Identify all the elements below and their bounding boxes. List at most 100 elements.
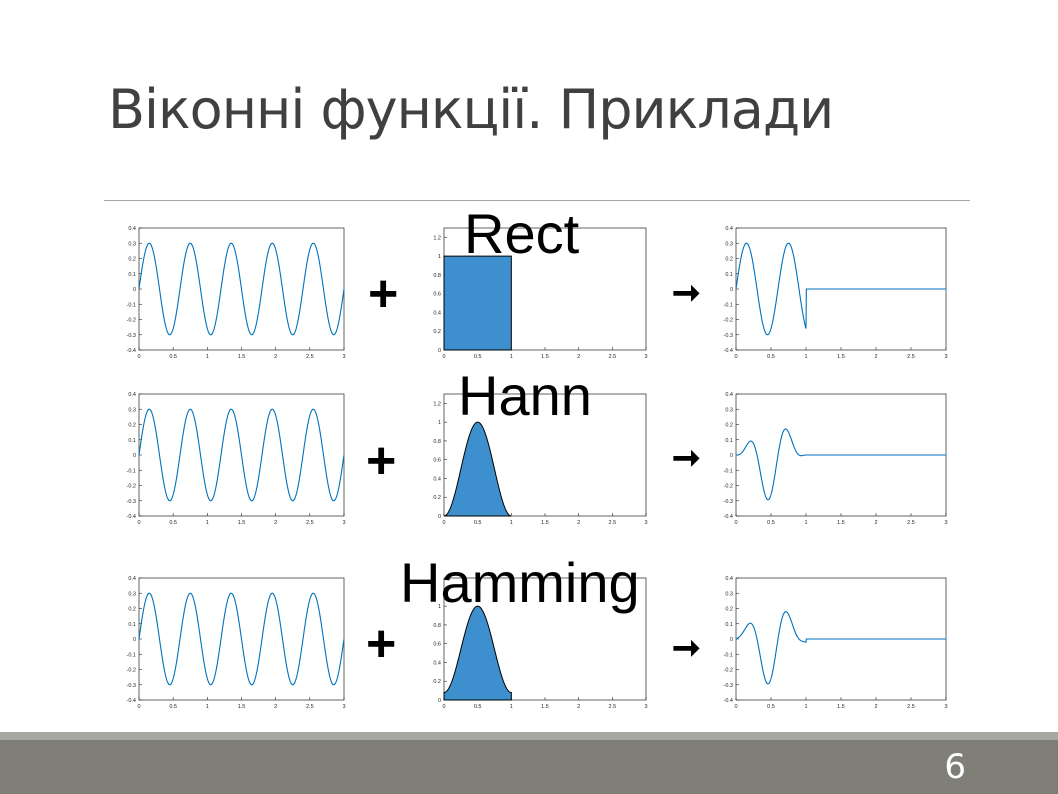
rect-window-plot: 1.2 1 0.8 0.6 0.4 0.2 00 0.5 1 1.5 2 2.5 3 xyxy=(433,227,648,360)
y-tick-label: 0 xyxy=(438,514,441,520)
x-tick-label: 0 xyxy=(137,704,140,710)
y-tick-label: -0.3 xyxy=(724,333,733,339)
y-tick-label: 0.1 xyxy=(128,272,136,278)
x-tick-label: 0 xyxy=(442,520,445,526)
x-tick-label: 2.5 xyxy=(306,704,314,710)
x-tick-label: 0 xyxy=(137,520,140,526)
y-tick-label: 0.3 xyxy=(725,407,733,413)
y-tick-label: -0.4 xyxy=(127,698,136,704)
y-tick-label: -0.4 xyxy=(724,698,733,704)
signal-line xyxy=(138,242,345,336)
signal-line xyxy=(138,592,345,686)
y-tick-label: -0.3 xyxy=(127,333,136,339)
window-label-hamming: Hamming xyxy=(400,551,640,614)
windowed-hann-plot: 0.40.30.20.10-0.1-0.2-0.3-0.40 0.5 1 1.5 2 2.… xyxy=(724,392,948,526)
y-tick-label: -0.2 xyxy=(724,484,733,490)
x-tick-label: 1.5 xyxy=(837,704,845,710)
x-tick-label: 0 xyxy=(442,704,445,710)
y-tick-label: 0.4 xyxy=(128,392,136,398)
y-tick-label: -0.2 xyxy=(724,318,733,324)
y-tick-label: 0.2 xyxy=(128,423,136,429)
y-tick-label: 0.8 xyxy=(433,439,441,445)
input-sine-plot-hann: 0.40.30.20.10-0.1-0.2-0.3-0.40 0.5 1 1.5 2 2.… xyxy=(127,392,346,526)
y-tick-label: 0.1 xyxy=(725,438,733,444)
plus-operator-hamming: + xyxy=(366,615,397,673)
y-tick-label: -0.4 xyxy=(724,348,733,354)
x-tick-label: 1 xyxy=(510,520,513,526)
x-tick-label: 2 xyxy=(874,520,877,526)
y-tick-label: 0.4 xyxy=(128,576,136,582)
x-tick-label: 2 xyxy=(274,520,277,526)
y-tick-label: 0.1 xyxy=(128,622,136,628)
x-tick-label: 3 xyxy=(944,520,947,526)
y-tick-label: -0.1 xyxy=(724,652,733,658)
y-tick-label: -0.1 xyxy=(724,468,733,474)
y-tick-label: -0.2 xyxy=(127,668,136,674)
x-tick-label: 3 xyxy=(644,704,647,710)
x-tick-label: 1 xyxy=(510,704,513,710)
input-sine-plot-rect: 0.40.30.20.10-0.1-0.2-0.3-0.40 0.5 1 1.5 2 2.… xyxy=(127,226,346,360)
y-tick-label: -0.2 xyxy=(127,484,136,490)
y-tick-label: 0.3 xyxy=(128,241,136,247)
input-sine-plot-hamming: 0.40.30.20.10-0.1-0.2-0.3-0.40 0.5 1 1.5 2 2.… xyxy=(127,576,346,710)
y-tick-label: 0.4 xyxy=(433,310,441,316)
y-tick-label: -0.4 xyxy=(127,348,136,354)
y-tick-label: -0.1 xyxy=(127,652,136,658)
y-tick-label: -0.4 xyxy=(127,514,136,520)
x-tick-label: 1.5 xyxy=(238,354,246,360)
y-tick-label: 0.1 xyxy=(725,622,733,628)
x-tick-label: 2 xyxy=(577,354,580,360)
y-tick-label: -0.4 xyxy=(724,514,733,520)
signal-line xyxy=(138,408,345,502)
x-tick-label: 0.5 xyxy=(474,520,482,526)
window-label-hann: Hann xyxy=(458,364,592,427)
y-tick-label: 0.2 xyxy=(725,257,733,263)
x-tick-label: 2.5 xyxy=(609,704,617,710)
x-tick-label: 0.5 xyxy=(767,354,775,360)
y-tick-label: -0.1 xyxy=(724,302,733,308)
windowed-rect-plot: 0.40.30.20.10-0.1-0.2-0.3-0.40 0.5 1 1.5 2 2.… xyxy=(724,226,948,360)
y-tick-label: 0.4 xyxy=(128,226,136,232)
x-tick-label: 1 xyxy=(510,354,513,360)
x-tick-label: 1 xyxy=(206,520,209,526)
x-tick-label: 2 xyxy=(274,354,277,360)
x-tick-label: 2 xyxy=(577,704,580,710)
x-tick-label: 1 xyxy=(804,354,807,360)
signal-line xyxy=(736,428,946,501)
y-tick-label: 0 xyxy=(133,453,136,459)
y-tick-label: -0.3 xyxy=(724,499,733,505)
y-tick-label: -0.3 xyxy=(127,683,136,689)
y-tick-label: 0 xyxy=(133,287,136,293)
y-tick-label: 0.3 xyxy=(725,241,733,247)
x-tick-label: 0.5 xyxy=(474,704,482,710)
x-tick-label: 0.5 xyxy=(474,354,482,360)
y-tick-label: 0.2 xyxy=(433,329,441,335)
y-tick-label: 0.2 xyxy=(128,607,136,613)
y-tick-label: 0.1 xyxy=(725,272,733,278)
plus-operator-hann: + xyxy=(366,432,397,490)
y-tick-label: 0.6 xyxy=(433,642,441,648)
y-tick-label: 0 xyxy=(730,453,733,459)
y-tick-label: 1 xyxy=(438,254,441,260)
y-tick-label: 0 xyxy=(133,637,136,643)
x-tick-label: 1.5 xyxy=(238,520,246,526)
window-area xyxy=(443,605,512,701)
y-tick-label: 0.3 xyxy=(725,591,733,597)
x-tick-label: 1.5 xyxy=(541,704,549,710)
y-tick-label: 0.8 xyxy=(433,623,441,629)
y-tick-label: -0.1 xyxy=(127,468,136,474)
x-tick-label: 0 xyxy=(734,704,737,710)
x-tick-label: 0 xyxy=(442,354,445,360)
y-tick-label: 0.4 xyxy=(433,660,441,666)
y-tick-label: 0 xyxy=(730,287,733,293)
x-tick-label: 2.5 xyxy=(907,704,915,710)
x-tick-label: 0.5 xyxy=(169,354,177,360)
x-tick-label: 1.5 xyxy=(238,704,246,710)
y-tick-label: 0.3 xyxy=(128,407,136,413)
x-tick-label: 0.5 xyxy=(767,704,775,710)
x-tick-label: 1 xyxy=(206,704,209,710)
x-tick-label: 1.5 xyxy=(837,520,845,526)
x-tick-label: 2.5 xyxy=(609,354,617,360)
y-tick-label: 1.2 xyxy=(433,401,441,407)
signal-line xyxy=(735,611,946,685)
